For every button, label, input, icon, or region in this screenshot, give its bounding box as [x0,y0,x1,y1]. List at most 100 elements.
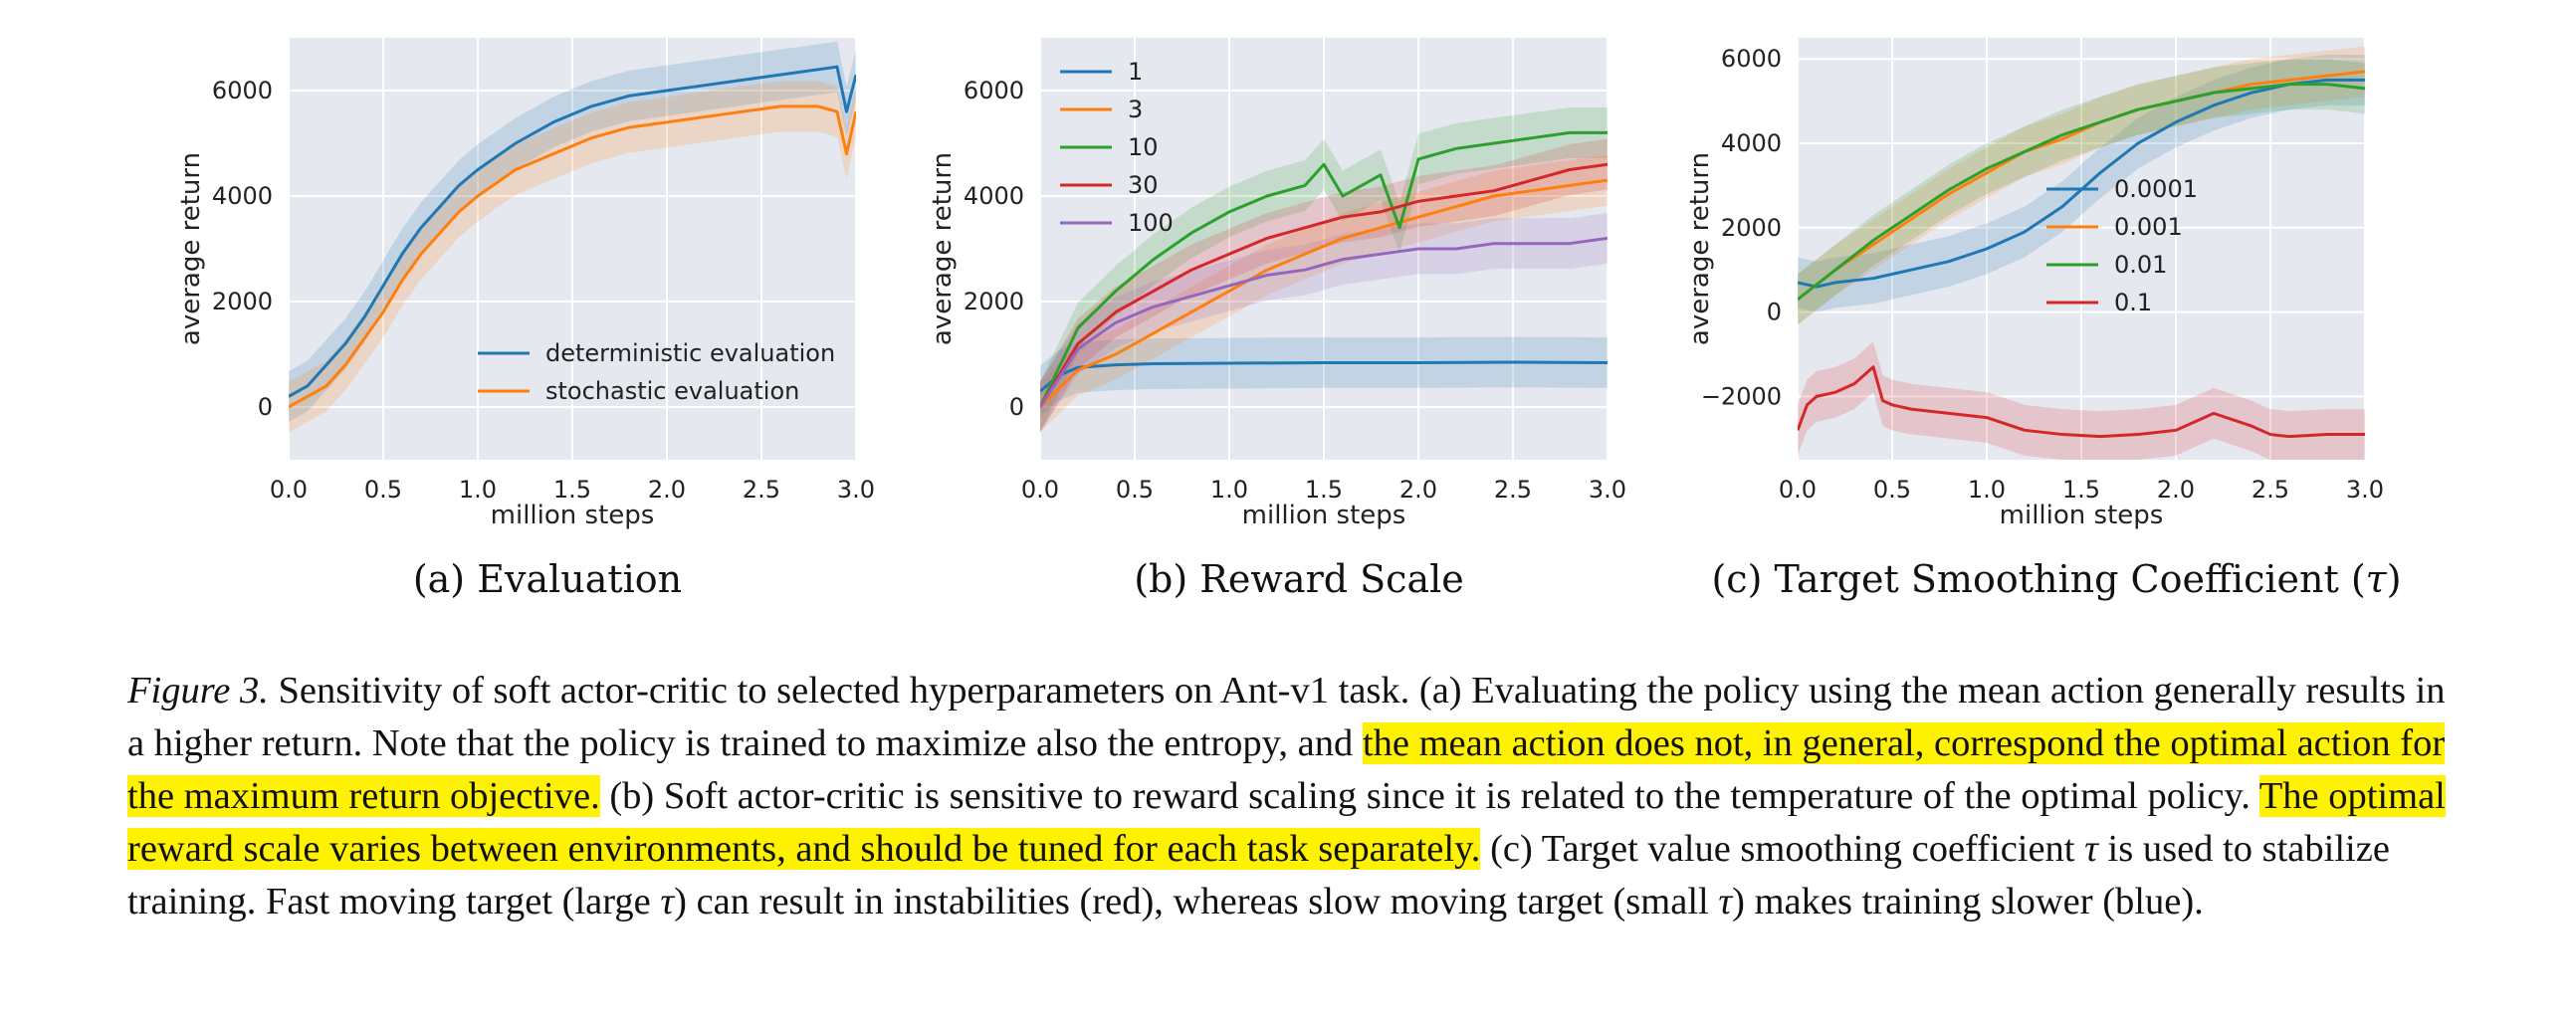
series-band [289,41,856,422]
caption-text: (b) Soft actor-critic is sensitive to re… [599,775,2259,817]
x-tick-label: 2.0 [2157,476,2195,504]
y-tick-label: 0 [1009,393,1024,421]
caption-text: is used to stabilize training. Fast movi… [127,828,2390,922]
x-tick-label: 0.5 [1873,476,1911,504]
caption-label: Figure 3. [127,670,269,712]
y-axis-label: average return [1685,152,1715,345]
y-tick-label: 0 [1767,299,1782,326]
series-line [1040,178,1608,409]
x-tick-label: 3.0 [1589,476,1626,504]
series-line [289,65,856,398]
legend-label: 1 [1128,58,1143,86]
chart-evaluation: 0.0 0.5 1.0 1.5 2.0 2.5 3.0 0 2000 4000 6000 millio… [176,38,875,530]
series-band [1040,106,1608,433]
legend-label: 0.0001 [2114,175,2198,203]
x-tick-label: 2.5 [1494,476,1532,504]
subcaption-label: (b) [1134,557,1188,601]
x-tick-label: 2.5 [2252,476,2289,504]
subcaption-text: Evaluation [477,557,683,601]
x-tick-label: 2.0 [648,476,686,504]
y-axis-label: average return [928,152,958,345]
legend-label: 3 [1128,96,1143,123]
y-tick-label: 6000 [964,77,1024,104]
panel-evaluation: 0.0 0.5 1.0 1.5 2.0 2.5 3.0 0 2000 4000 6000 millio… [149,0,946,637]
plot-area [1798,46,2365,460]
series-band [1040,138,1608,433]
y-tick-label: 2000 [1721,214,1782,242]
series-line [1040,162,1608,408]
x-tick-label: 0.0 [270,476,308,504]
panel-reward-scale: 0.0 0.5 1.0 1.5 2.0 2.5 3.0 0 2000 4000 6000 millio… [901,0,1697,637]
subcaption-text: Reward Scale [1199,557,1464,601]
subcaption-suffix: ) [2386,557,2402,601]
legend-label: 0.01 [2114,251,2167,279]
series-line [1798,365,2365,439]
figure-row: 0.0 0.5 1.0 1.5 2.0 2.5 3.0 0 2000 4000 6000 millio… [149,0,2455,637]
x-tick-label: 3.0 [2346,476,2384,504]
x-tick-label: 1.5 [2062,476,2100,504]
subcaption-label: (c) [1711,557,1763,601]
x-tick-label: 0.5 [364,476,402,504]
legend-label: stochastic evaluation [545,377,799,405]
subcaption-symbol: τ [2365,557,2387,601]
series-band [1040,336,1608,417]
legend-label: deterministic evaluation [545,339,835,367]
caption-text: ) can result in instabilities (red), whe… [674,881,1719,922]
caption-tau: τ [1718,881,1733,922]
chart-target-smoothing: 0.0 0.5 1.0 1.5 2.0 2.5 3.0 −2000 0 2000 4000 6000 m… [1685,38,2384,530]
chart-reward-scale: 0.0 0.5 1.0 1.5 2.0 2.5 3.0 0 2000 4000 6000 millio… [928,38,1626,530]
subcaption-text: Target Smoothing Coefficient ( [1774,557,2366,601]
y-tick-label: 4000 [964,182,1024,210]
subcaption-target-smoothing: (c) Target Smoothing Coefficient (τ) [1658,557,2455,601]
y-axis-label: average return [176,152,206,345]
series-band [1040,154,1608,433]
caption-text: ) makes training slower (blue). [1732,881,2204,922]
series-line [1798,70,2365,302]
series-band [1798,46,2365,325]
panel-target-smoothing: 0.0 0.5 1.0 1.5 2.0 2.5 3.0 −2000 0 2000 4000 6000 m… [1658,0,2455,637]
x-tick-label: 2.5 [743,476,780,504]
x-tick-label: 0.0 [1779,476,1817,504]
y-tick-label: 2000 [212,288,273,315]
series-line [289,104,856,409]
caption-text: Sensitivity of soft actor-critic to sele… [127,670,2446,764]
plot-area [1040,106,1608,433]
legend-label: 100 [1128,209,1174,237]
series-band [1798,54,2365,312]
subcaption-evaluation: (a) Evaluation [149,557,946,601]
x-axis-label: million steps [2000,501,2164,530]
y-tick-label: −2000 [1701,382,1782,410]
x-tick-label: 2.0 [1399,476,1437,504]
figure-caption: Figure 3. Sensitivity of soft actor-crit… [127,665,2457,928]
x-tick-label: 0.5 [1116,476,1154,504]
x-axis-label: million steps [1242,501,1406,530]
subcaption-reward-scale: (b) Reward Scale [901,557,1697,601]
y-tick-label: 6000 [1721,45,1782,73]
x-tick-label: 1.0 [1210,476,1248,504]
caption-text: (c) Target value smoothing coefficient [1480,828,2085,870]
series-line [1040,236,1608,408]
x-tick-label: 1.5 [1305,476,1343,504]
x-tick-label: 1.0 [1968,476,2006,504]
series-line [1040,130,1608,408]
plot-area [289,41,856,433]
caption-tau: τ [660,881,675,922]
y-tick-label: 4000 [212,182,273,210]
series-band [1040,212,1608,433]
x-axis-label: million steps [491,501,655,530]
legend-label: 0.001 [2114,213,2183,241]
x-tick-label: 1.0 [459,476,497,504]
y-tick-label: 6000 [212,77,273,104]
y-tick-label: 0 [258,393,273,421]
legend-label: 10 [1128,133,1159,161]
legend-label: 30 [1128,171,1159,199]
series-line [1798,78,2365,289]
series-line [1040,360,1608,393]
x-tick-label: 1.5 [553,476,591,504]
caption-tau: τ [2084,828,2098,870]
x-tick-label: 0.0 [1021,476,1059,504]
series-line [1798,83,2365,302]
x-tick-label: 3.0 [837,476,875,504]
y-tick-label: 2000 [964,288,1024,315]
y-tick-label: 4000 [1721,129,1782,157]
